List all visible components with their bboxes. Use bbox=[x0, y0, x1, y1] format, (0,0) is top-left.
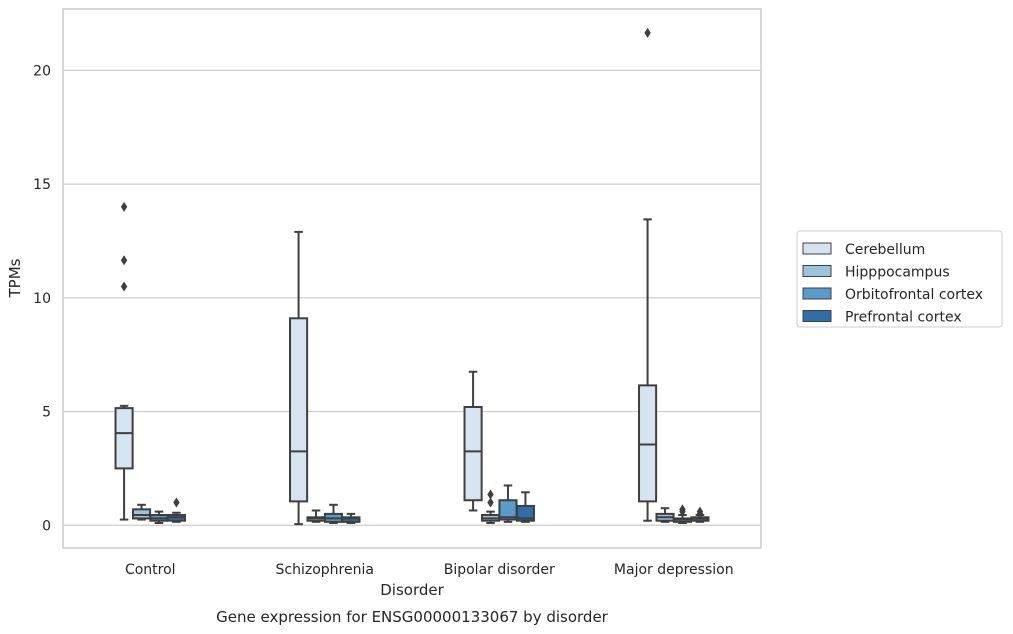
outlier-point bbox=[696, 506, 704, 517]
y-tick-label: 10 bbox=[33, 291, 51, 307]
legend-label: Prefrontal cortex bbox=[845, 310, 962, 326]
outlier-point bbox=[120, 201, 128, 212]
box-body bbox=[131, 508, 152, 520]
box-1-0 bbox=[289, 230, 309, 526]
box-0-3 bbox=[166, 497, 186, 523]
outlier-point bbox=[487, 497, 494, 508]
legend-label: Hipppocampus bbox=[845, 265, 950, 281]
box-2-0 bbox=[463, 370, 483, 512]
box-0-1 bbox=[131, 503, 152, 521]
box-2-3 bbox=[515, 491, 535, 523]
x-tick-label: Bipolar disorder bbox=[444, 562, 555, 578]
box-3-1 bbox=[655, 507, 675, 523]
legend-swatch bbox=[802, 265, 832, 277]
x-tick-label: Schizophrenia bbox=[276, 562, 374, 578]
box-body bbox=[638, 384, 658, 503]
chart-caption: Gene expression for ENSG00000133067 by d… bbox=[216, 608, 609, 626]
outlier-point bbox=[173, 497, 180, 508]
outlier-point bbox=[120, 255, 128, 266]
legend-swatch bbox=[802, 310, 832, 322]
outlier-point bbox=[679, 504, 686, 515]
legend-swatch bbox=[802, 242, 832, 255]
plot-frame bbox=[62, 8, 762, 549]
x-axis-label: Disorder bbox=[380, 581, 444, 599]
box-1-2 bbox=[323, 503, 344, 524]
box-2-1 bbox=[480, 489, 501, 524]
box-1-1 bbox=[306, 509, 326, 523]
box-body bbox=[289, 317, 309, 503]
legend-label: Cerebellum bbox=[845, 242, 925, 258]
plot-area bbox=[114, 27, 710, 526]
legend-swatch bbox=[802, 287, 832, 300]
y-tick-label: 20 bbox=[33, 63, 51, 79]
y-tick-label: 15 bbox=[33, 177, 51, 193]
y-tick-label: 0 bbox=[42, 518, 51, 534]
box-body bbox=[341, 516, 361, 523]
outlier-point bbox=[644, 27, 651, 38]
legend-frame bbox=[796, 230, 1003, 328]
box-2-2 bbox=[498, 484, 518, 523]
axes: 0 5 10 15 20 Control Schizophrenia Bipolar diso… bbox=[33, 8, 762, 578]
box-1-3 bbox=[341, 512, 361, 524]
box-3-0 bbox=[638, 27, 658, 522]
outlier-point bbox=[487, 489, 494, 500]
y-axis-label: TPMs bbox=[6, 258, 24, 298]
outlier-point bbox=[120, 281, 128, 292]
box-0-2 bbox=[149, 510, 169, 524]
box-0-0 bbox=[114, 201, 134, 521]
y-tick-label: 5 bbox=[42, 405, 51, 421]
box-body bbox=[515, 504, 535, 522]
x-tick-label: Control bbox=[125, 562, 176, 578]
x-tick-label: Major depression bbox=[614, 562, 734, 578]
box-body bbox=[463, 405, 483, 502]
box-3-3 bbox=[690, 506, 710, 523]
legend: Cerebellum Hipppocampus Orbitofrontal cort… bbox=[796, 230, 1003, 328]
box-3-2 bbox=[672, 504, 693, 524]
legend-label: Orbitofrontal cortex bbox=[845, 287, 983, 303]
box-body bbox=[114, 407, 134, 470]
